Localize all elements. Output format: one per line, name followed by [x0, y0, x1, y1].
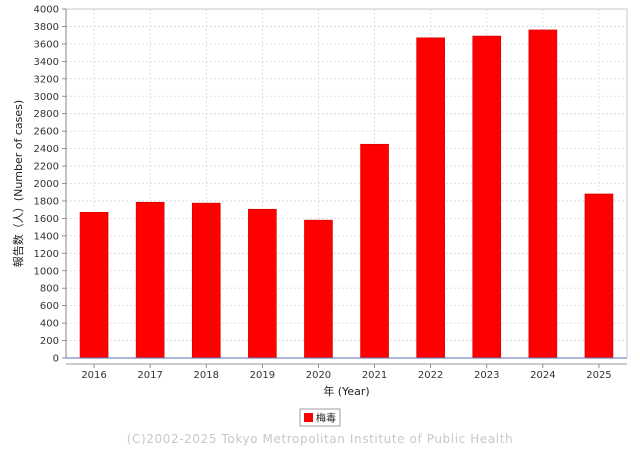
- y-axis-title: 報告数（人）(Number of cases): [12, 100, 25, 267]
- x-tick-label: 2019: [250, 370, 275, 381]
- y-tick-label: 1600: [34, 214, 59, 225]
- x-tick-labels: 2016 2017 2018 2019 2020 2021 2022 2023 2024 2025: [81, 370, 611, 381]
- bar: [135, 201, 165, 359]
- bar: [472, 35, 502, 359]
- copyright-text: (C)2002-2025 Tokyo Metropolitan Institut…: [127, 432, 514, 446]
- x-tick-label: 2018: [194, 370, 219, 381]
- bar: [360, 143, 389, 359]
- bar: [191, 202, 221, 359]
- y-tick-label: 2400: [34, 144, 59, 155]
- x-tick-label: 2021: [362, 370, 387, 381]
- x-tick-label: 2016: [81, 370, 106, 381]
- y-tick-label: 1000: [34, 266, 59, 277]
- legend-swatch: [304, 413, 313, 422]
- y-tick-labels: 0 200 400 600 800 1000 1200 1400 1600 1800 2000 220…: [34, 5, 59, 365]
- y-tick-label: 3600: [34, 39, 59, 50]
- y-tick-label: 1800: [34, 196, 59, 207]
- x-tick-label: 2023: [474, 370, 499, 381]
- x-tick-label: 2022: [418, 370, 443, 381]
- y-tick-label: 0: [53, 354, 59, 365]
- y-tick-label: 2200: [34, 162, 59, 173]
- x-axis-title: 年 (Year): [323, 384, 369, 398]
- x-tick-label: 2025: [586, 370, 611, 381]
- y-tick-label: 2600: [34, 127, 59, 138]
- y-tick-label: 3400: [34, 57, 59, 68]
- bar: [584, 193, 614, 359]
- y-tick-label: 3000: [34, 92, 59, 103]
- bar: [416, 37, 445, 359]
- x-tick-label: 2017: [137, 370, 162, 381]
- y-tick-label: 1200: [34, 249, 59, 260]
- legend: 梅毒: [299, 408, 341, 427]
- legend-label: 梅毒: [316, 412, 336, 425]
- bar: [248, 208, 277, 359]
- y-tick-label: 3200: [34, 74, 59, 85]
- y-tick-label: 1400: [34, 231, 59, 242]
- y-tick-label: 2800: [34, 109, 59, 120]
- y-tick-label: 600: [40, 301, 59, 312]
- x-tick-label: 2020: [306, 370, 331, 381]
- y-tick-label: 3800: [34, 22, 59, 33]
- y-tick-label: 4000: [34, 5, 59, 16]
- bars: [79, 29, 614, 359]
- y-tick-label: 400: [40, 319, 59, 330]
- bar: [304, 219, 333, 359]
- axes: [62, 8, 627, 368]
- bar: [79, 211, 109, 359]
- y-tick-label: 800: [40, 284, 59, 295]
- y-tick-label: 200: [40, 336, 59, 347]
- x-tick-label: 2024: [530, 370, 555, 381]
- bar: [528, 29, 558, 359]
- y-tick-label: 2000: [34, 179, 59, 190]
